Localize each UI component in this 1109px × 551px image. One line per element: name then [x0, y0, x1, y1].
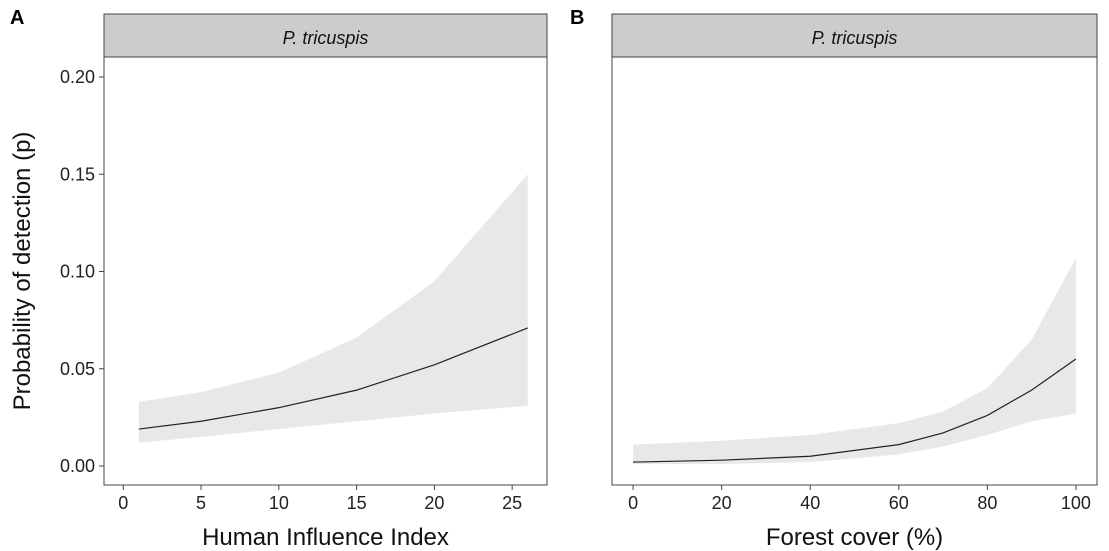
- y-axis-title-0: Probability of detection (p): [9, 132, 36, 411]
- facet-strip-0: [103, 13, 548, 58]
- x-tick-label-1-2: 40: [800, 493, 820, 513]
- x-tick-label-0-1: 5: [196, 493, 206, 513]
- fitted-line-0-0: [138, 327, 528, 430]
- x-tick-label-0-4: 20: [424, 493, 444, 513]
- y-tick-label-0-0: 0.00: [60, 456, 95, 476]
- x-tick-label-1-1: 20: [712, 493, 732, 513]
- x-tick-label-0-2: 10: [269, 493, 289, 513]
- facet-strip-1: [611, 13, 1098, 58]
- x-tick-label-0-3: 15: [347, 493, 367, 513]
- y-tick-label-0-2: 0.10: [60, 262, 95, 282]
- x-tick-label-1-0: 0: [628, 493, 638, 513]
- y-tick-label-0-4: 0.20: [60, 67, 95, 87]
- x-axis-title-1: Forest cover (%): [766, 524, 943, 551]
- panel-tag-1: B: [570, 7, 584, 29]
- y-tick-label-0-3: 0.15: [60, 164, 95, 184]
- x-tick-label-1-4: 80: [977, 493, 997, 513]
- x-tick-label-0-0: 0: [118, 493, 128, 513]
- x-tick-label-1-5: 100: [1061, 493, 1091, 513]
- facet-strip-title-1: P. tricuspis: [812, 28, 898, 48]
- confidence-band-1-0: [633, 257, 1076, 465]
- y-tick-label-0-1: 0.05: [60, 359, 95, 379]
- fitted-line-1-0: [633, 358, 1077, 463]
- x-axis-title-0: Human Influence Index: [202, 524, 449, 551]
- panel-tag-0: A: [10, 7, 24, 29]
- confidence-band-0-0: [138, 174, 528, 443]
- facet-strip-title-0: P. tricuspis: [283, 28, 369, 48]
- x-tick-label-1-3: 60: [889, 493, 909, 513]
- x-tick-label-0-5: 25: [502, 493, 522, 513]
